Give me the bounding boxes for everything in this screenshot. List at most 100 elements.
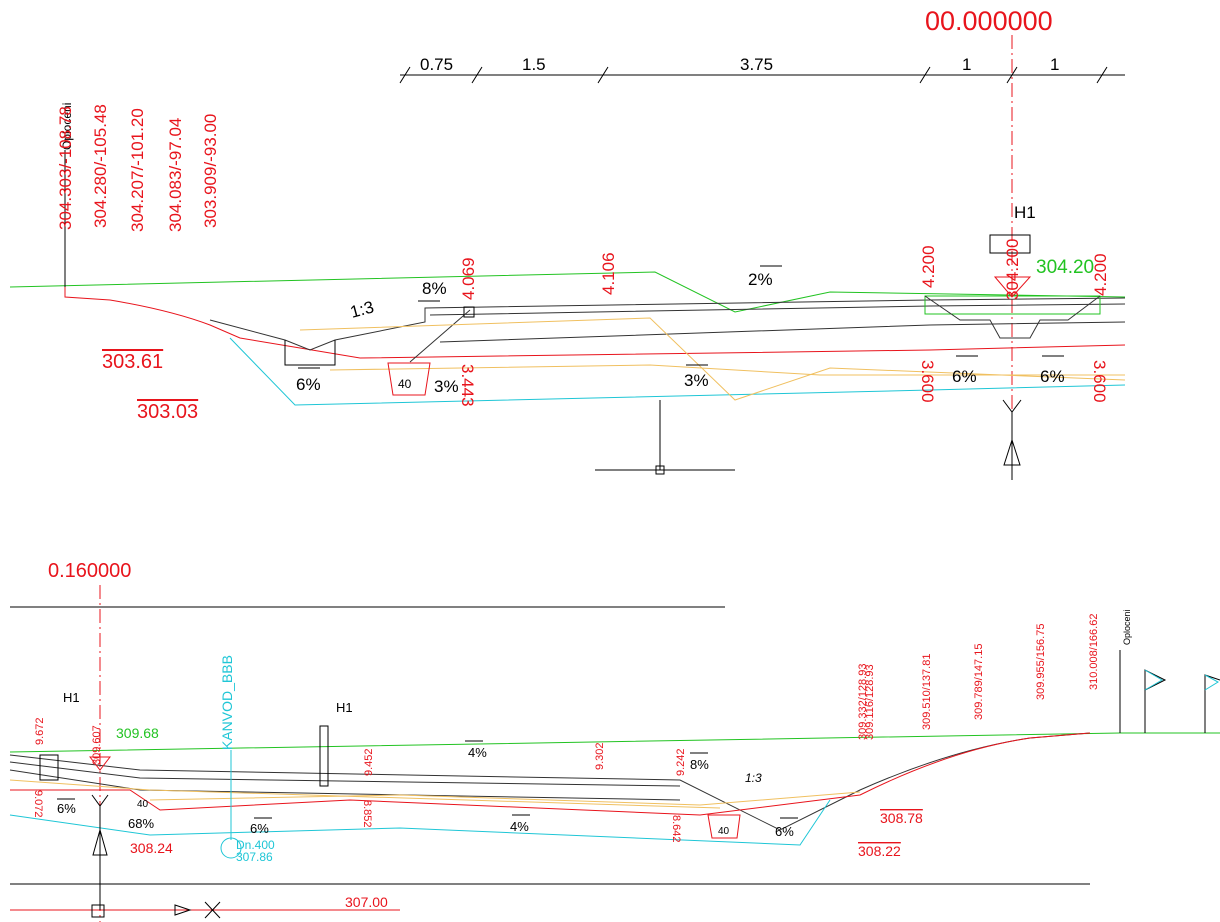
terrain-line [9, 271, 1126, 313]
dimension: 1 [1050, 55, 1059, 74]
slope: 1:3 [745, 771, 762, 785]
slope: 6% [57, 801, 76, 816]
symbols [174, 901, 221, 919]
height: 4.200 [1091, 253, 1110, 296]
height: 3.600 [918, 360, 937, 403]
h1-marker [989, 234, 1031, 254]
slope: 2% [748, 270, 773, 289]
point-label: 304.303/-108.78 [56, 106, 75, 230]
slope: 6% [775, 824, 794, 839]
slope: 8% [422, 279, 447, 298]
height: 4.200 [919, 245, 938, 288]
cross-symbol [595, 400, 735, 471]
top-section: 00.000000 0.75 1.5 3.75 1 1 Oploceni 304… [9, 6, 1126, 480]
marker: H1 [336, 700, 353, 715]
height-marker [88, 756, 112, 771]
pavement-top [9, 732, 1091, 831]
slope: 6% [1040, 367, 1065, 386]
point-label: 310.008/166.62 [1088, 614, 1100, 690]
pavement-layers [409, 303, 1126, 363]
dimension-ticks [399, 66, 1108, 84]
dimension: 1.5 [522, 55, 546, 74]
height: 9.242 [675, 748, 687, 776]
height-marker [993, 276, 1032, 298]
pipe-label: 40 [398, 377, 412, 391]
slope: 6% [952, 367, 977, 386]
level: 303.03 [137, 401, 198, 423]
median [924, 295, 1101, 339]
pipe-shape [387, 362, 431, 396]
point-label: 309.116/128.93 [864, 664, 876, 740]
bottom-line [229, 337, 1126, 406]
level: 303.61 [102, 351, 163, 373]
slope: 4% [510, 819, 529, 834]
h1-marker [39, 754, 59, 781]
point-label: 304.280/-105.48 [91, 104, 110, 228]
slope: 6% [250, 821, 269, 836]
pipe-label: 40 [137, 799, 149, 810]
utility-level: 307.86 [236, 850, 273, 864]
height: 9.452 [363, 748, 375, 776]
pipe-shape [707, 814, 741, 839]
flags [1144, 669, 1220, 691]
point-label: 309.332/128.93 [857, 664, 869, 740]
slope: 3% [684, 371, 709, 390]
cross-box [655, 465, 665, 475]
height: 4.069 [459, 257, 478, 300]
fence-label: Oploceni [60, 103, 74, 150]
height: 8.642 [670, 815, 682, 843]
axis-symbol [91, 794, 109, 910]
slope: 6% [296, 375, 321, 394]
utility-pipe [220, 837, 242, 859]
bottom-line [9, 799, 831, 846]
subgrade-line [64, 287, 1126, 359]
dimension: 3.75 [740, 55, 773, 74]
level: 308.78 [880, 810, 923, 826]
axis-height: 309.607 [91, 725, 103, 765]
level: 308.24 [130, 840, 173, 856]
point-label: 304.207/-101.20 [128, 108, 147, 232]
station: 0.160000 [48, 560, 131, 582]
slope: 1:3 [348, 297, 376, 321]
fence-post [1119, 650, 1220, 733]
level: 308.22 [858, 843, 901, 859]
edge-marker [463, 306, 475, 318]
slope-arrows [57, 740, 798, 819]
h1-marker [319, 725, 329, 787]
point-label: 309.510/137.81 [921, 654, 933, 730]
fence-label: Oploceni [1122, 609, 1132, 645]
utility-label: KANVOD_BBB [219, 655, 235, 750]
point-label: 303.909/-93.00 [201, 114, 220, 228]
slope: 8% [690, 757, 709, 772]
layer-lines [9, 779, 861, 809]
dimension: 0.75 [420, 55, 453, 74]
slope-arrows [298, 265, 1064, 369]
height: 8.852 [361, 800, 373, 828]
design-height: 309.68 [116, 725, 159, 741]
point-label: 309.955/156.75 [1035, 624, 1047, 700]
slope: 68% [128, 816, 154, 831]
height: 9.672 [34, 717, 46, 745]
utility-size: Dn.400 [236, 838, 275, 852]
height: 3.600 [1090, 360, 1109, 403]
station: 00.000000 [925, 6, 1053, 36]
pavement-top [209, 297, 1126, 351]
ditch [284, 340, 336, 366]
slope: 3% [434, 377, 459, 396]
design-height: 304.20 [1036, 257, 1094, 278]
level: 307.00 [345, 894, 388, 910]
layer-lines [299, 317, 1126, 401]
height: 9.072 [32, 790, 44, 818]
point-label: 304.083/-97.04 [166, 118, 185, 232]
pipe-label: 40 [718, 826, 730, 837]
point-label: 309.789/147.15 [973, 644, 985, 720]
terrain-line [9, 732, 1220, 753]
height: 9.302 [594, 742, 606, 770]
height: 4.106 [599, 252, 618, 295]
axis-box [91, 904, 105, 918]
axis-height: 304.200 [1003, 239, 1022, 300]
dimension: 1 [962, 55, 971, 74]
height: 3.443 [458, 364, 477, 407]
subgrade-line [10, 732, 1091, 816]
